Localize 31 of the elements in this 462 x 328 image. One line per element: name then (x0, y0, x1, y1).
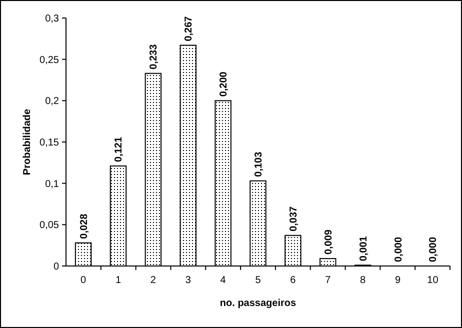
y-tick-label: 0,3 (45, 14, 60, 24)
x-tick-label: 9 (394, 275, 401, 286)
x-tick-label: 5 (255, 275, 262, 286)
x-tick-label: 3 (185, 275, 192, 286)
data-label: 0,009 (323, 229, 334, 255)
y-tick-label: 0,1 (45, 178, 60, 190)
y-tick-label: 0 (53, 262, 60, 272)
data-label: 0,200 (218, 71, 230, 97)
data-label: 0,103 (254, 151, 264, 177)
y-tick-label: 0,2 (45, 96, 60, 108)
data-label: 0,267 (184, 16, 195, 42)
y-axis-title: Probabilidade (22, 108, 33, 176)
y-tick-label: 0,05 (40, 220, 60, 232)
data-label: 0,028 (78, 213, 90, 239)
data-label: 0,000 (428, 236, 440, 262)
x-tick-label: 2 (150, 275, 156, 286)
data-label: 0,121 (114, 136, 125, 162)
x-tick-label: 4 (220, 275, 226, 286)
x-tick-label: 8 (360, 275, 366, 286)
x-axis-title: no. passageiros (220, 298, 297, 309)
data-label: 0,000 (393, 236, 404, 262)
x-tick-label: 1 (115, 275, 122, 286)
data-label: 0,037 (288, 206, 300, 232)
x-tick-label: 0 (80, 275, 87, 286)
y-tick-label: 0,15 (40, 138, 60, 148)
data-label: 0,001 (358, 236, 370, 262)
y-tick-label: 0,25 (40, 54, 60, 66)
x-tick-label: 6 (290, 275, 296, 286)
x-tick-label: 7 (325, 275, 332, 286)
x-tick-label: 10 (427, 275, 439, 286)
data-label: 0,233 (148, 44, 160, 70)
